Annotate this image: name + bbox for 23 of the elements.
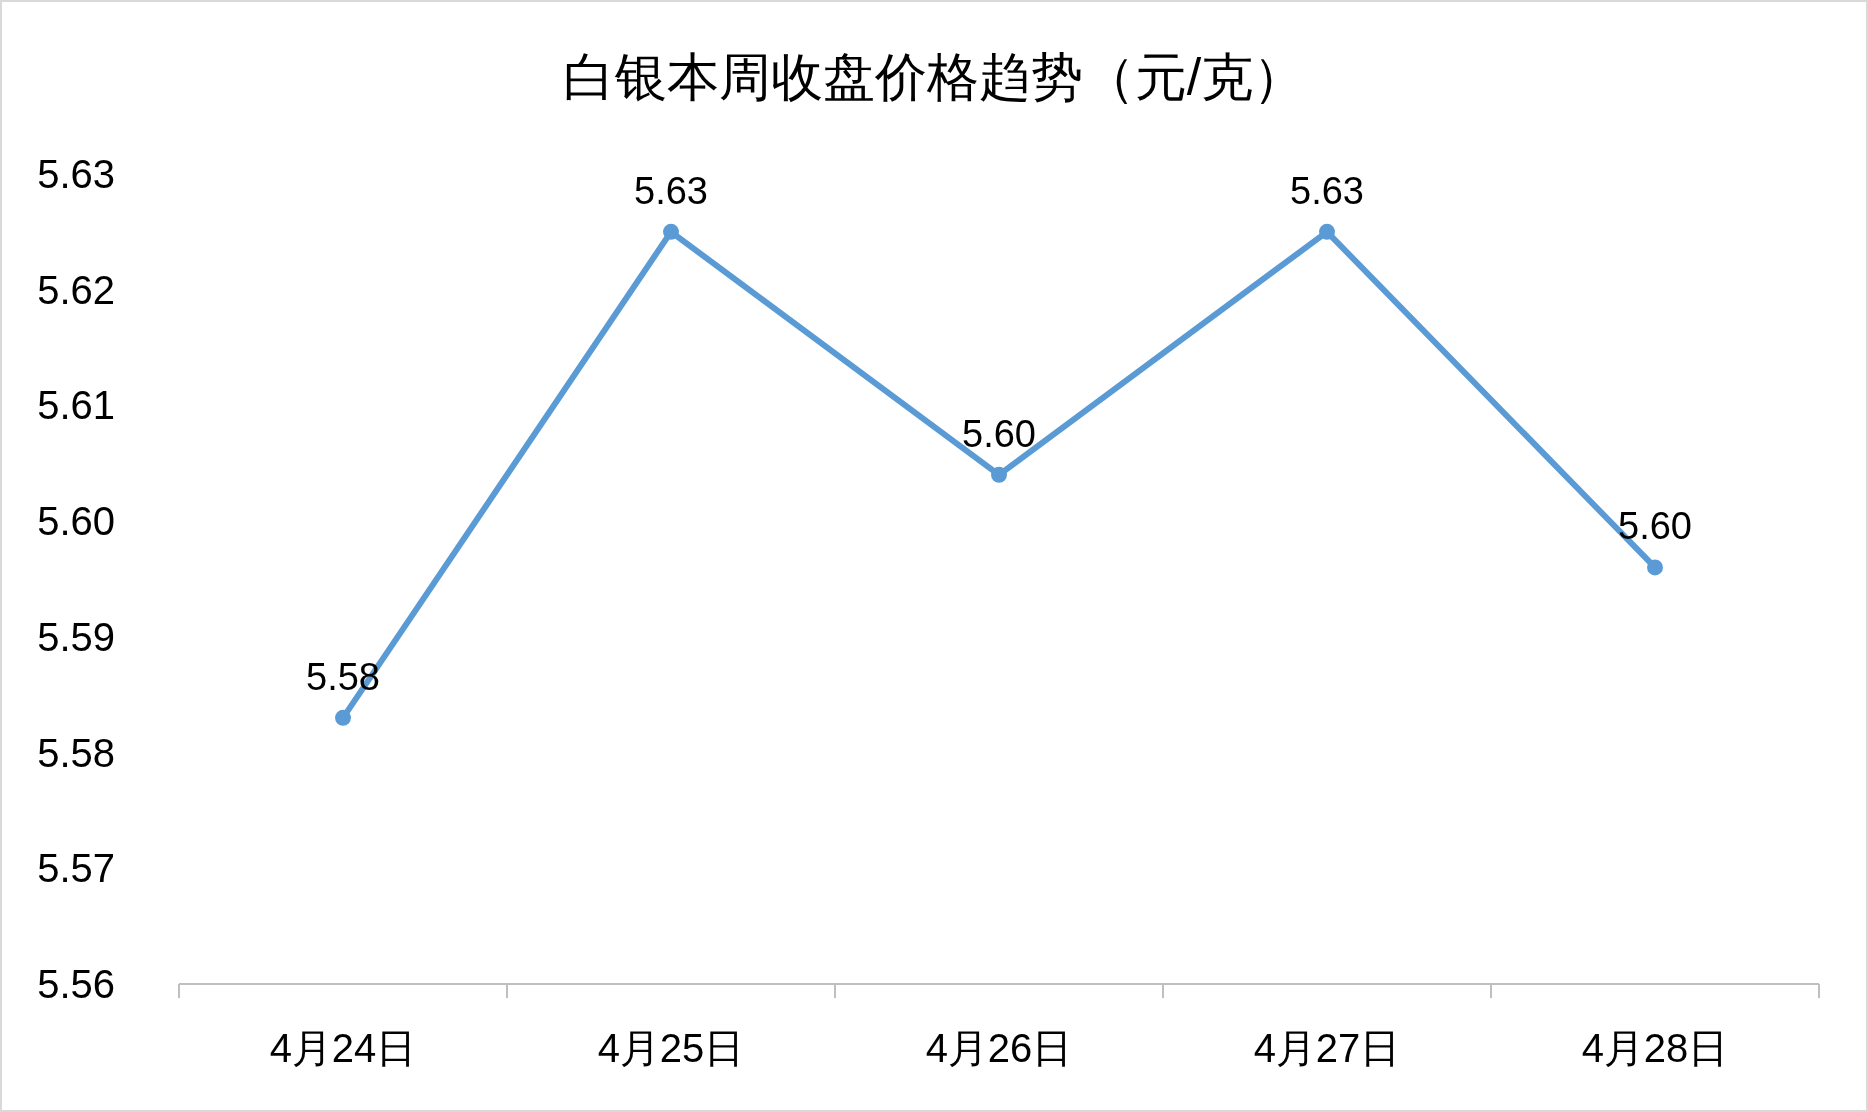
data-label: 5.60 <box>1618 505 1692 548</box>
x-tick-label: 4月28日 <box>1581 1026 1729 1070</box>
x-tick-label: 4月26日 <box>925 1026 1073 1070</box>
y-tick-label: 5.57 <box>37 846 115 891</box>
data-label: 5.60 <box>962 412 1036 455</box>
y-tick-label: 5.56 <box>37 962 115 1006</box>
y-tick-label: 5.60 <box>37 499 115 544</box>
y-tick-label: 5.58 <box>37 730 115 775</box>
chart-title: 白银本周收盘价格趋势（元/克） <box>562 48 1306 106</box>
y-tick-label: 5.62 <box>37 267 115 312</box>
point <box>991 466 1007 483</box>
x-tick-label: 4月24日 <box>269 1026 417 1070</box>
x-tick-label: 4月25日 <box>597 1026 745 1070</box>
y-tick-label: 5.63 <box>37 152 115 196</box>
point <box>1319 223 1335 240</box>
point <box>663 223 679 240</box>
y-tick-label: 5.61 <box>37 383 115 428</box>
data-label: 5.63 <box>634 169 708 212</box>
data-label: 5.63 <box>1290 169 1364 212</box>
y-tick-label: 5.59 <box>37 614 115 659</box>
point <box>1647 559 1663 576</box>
point <box>335 709 351 726</box>
x-tick-label: 4月27日 <box>1253 1026 1401 1070</box>
